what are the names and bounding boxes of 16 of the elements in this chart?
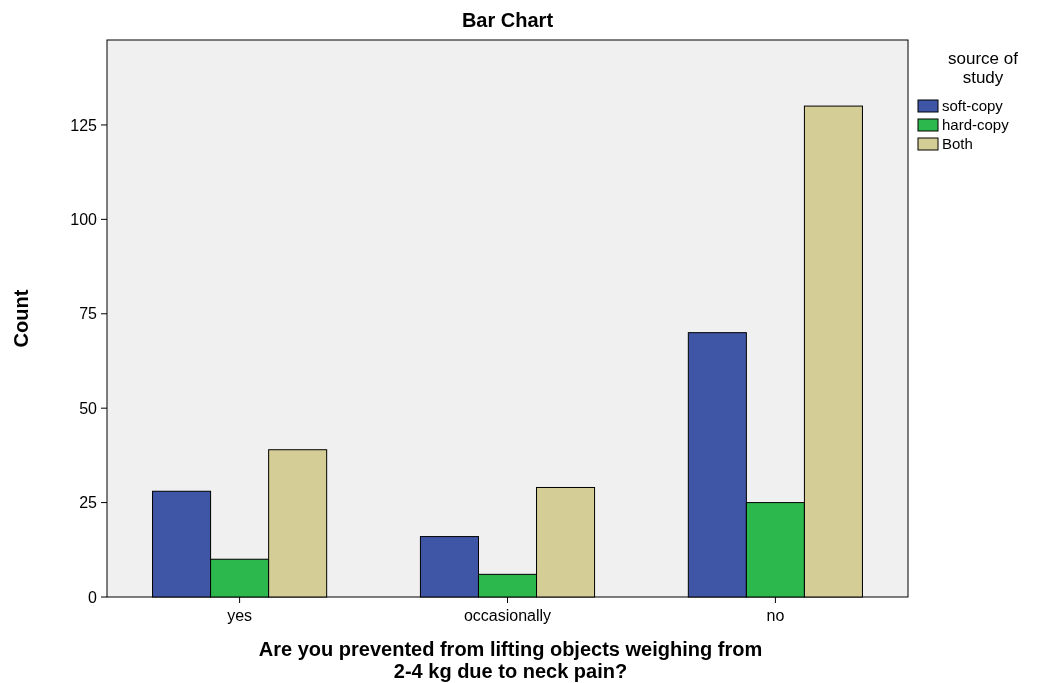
legend-label: Both [942, 135, 973, 152]
chart-title: Bar Chart [461, 9, 554, 31]
y-tick-label: 50 [79, 399, 98, 417]
x-tick-label: yes [227, 607, 253, 624]
x-tick-label: no [766, 607, 785, 624]
legend-label: hard-copy [942, 116, 1010, 133]
y-tick-label: 0 [88, 588, 98, 606]
y-axis-title: Count [10, 289, 32, 348]
y-tick-label: 25 [79, 494, 98, 512]
y-tick-label: 125 [70, 116, 98, 134]
x-tick-label: occasionally [463, 607, 552, 624]
y-tick-label: 100 [70, 210, 98, 228]
legend-label: soft-copy [942, 97, 1004, 114]
y-tick-label: 75 [79, 305, 98, 323]
legend-title: source of study [948, 49, 1019, 87]
x-axis-title: Are you prevented from lifting objects weighing from 2-4 kg due to neck pain? [258, 638, 763, 682]
